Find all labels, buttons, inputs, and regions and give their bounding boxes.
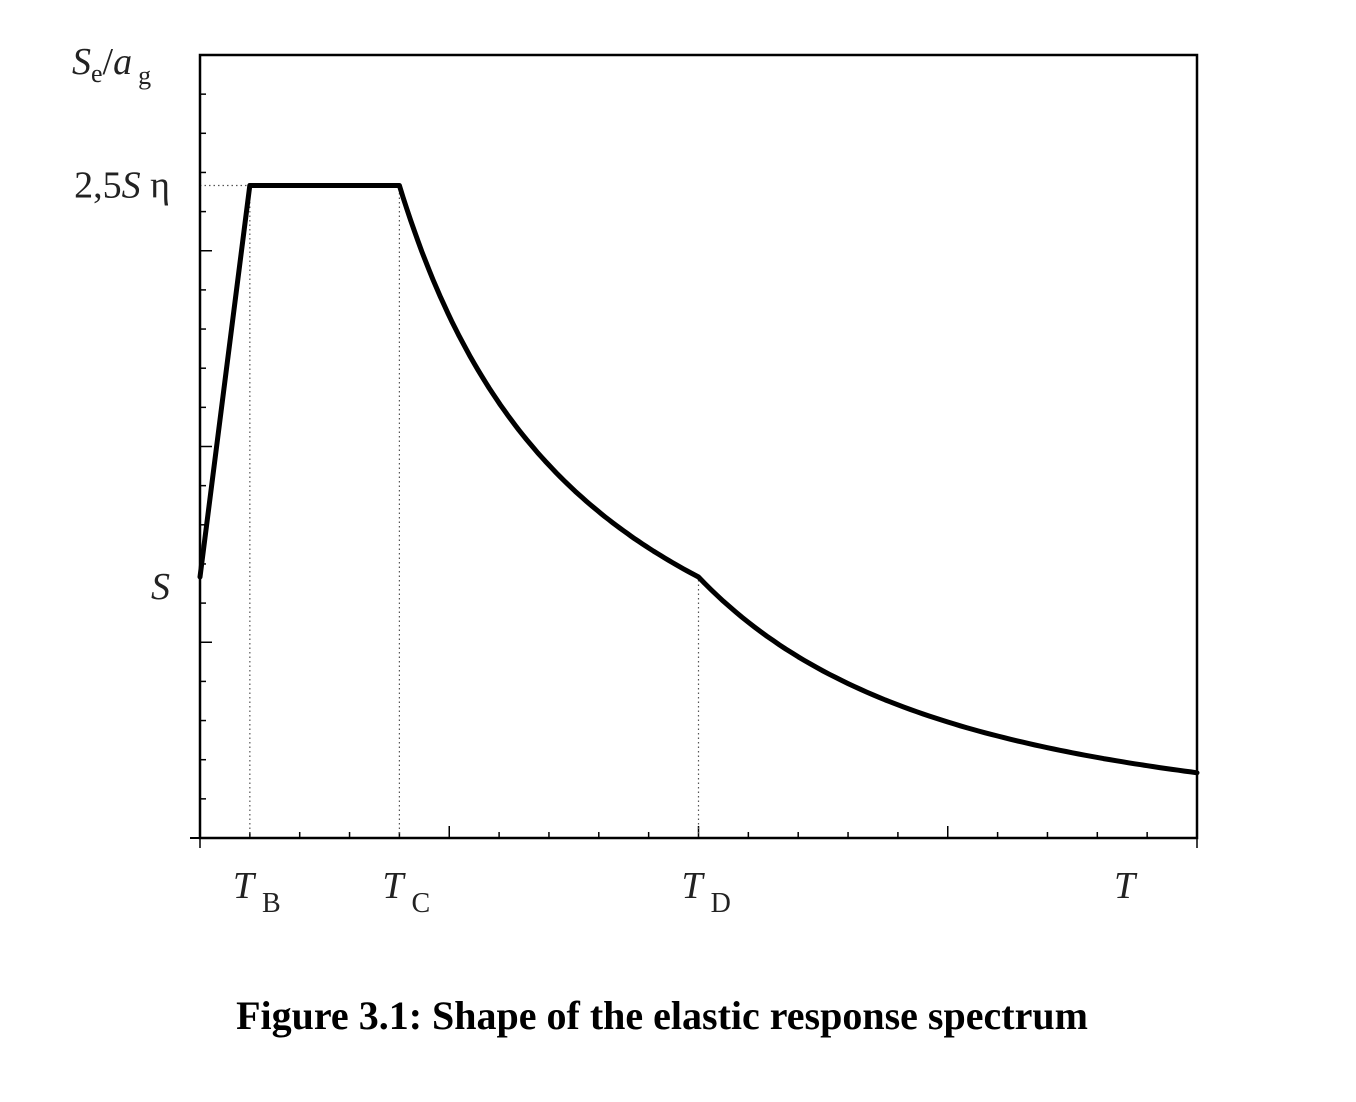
y-marker-labels: S 2,5S η: [74, 165, 170, 609]
y-axis-label: Se/a g: [72, 41, 151, 90]
figure-caption: Figure 3.1: Shape of the elastic respons…: [236, 993, 1088, 1038]
y-marker-label: S: [151, 566, 170, 608]
plot-frame: [198, 53, 1199, 840]
axis-ticks: [190, 93, 1198, 848]
spectrum-curve: [197, 183, 1200, 776]
y-marker-label: 2,5S η: [74, 165, 170, 207]
x-axis-label: T: [1114, 865, 1138, 907]
guide-lines: [200, 184, 700, 838]
